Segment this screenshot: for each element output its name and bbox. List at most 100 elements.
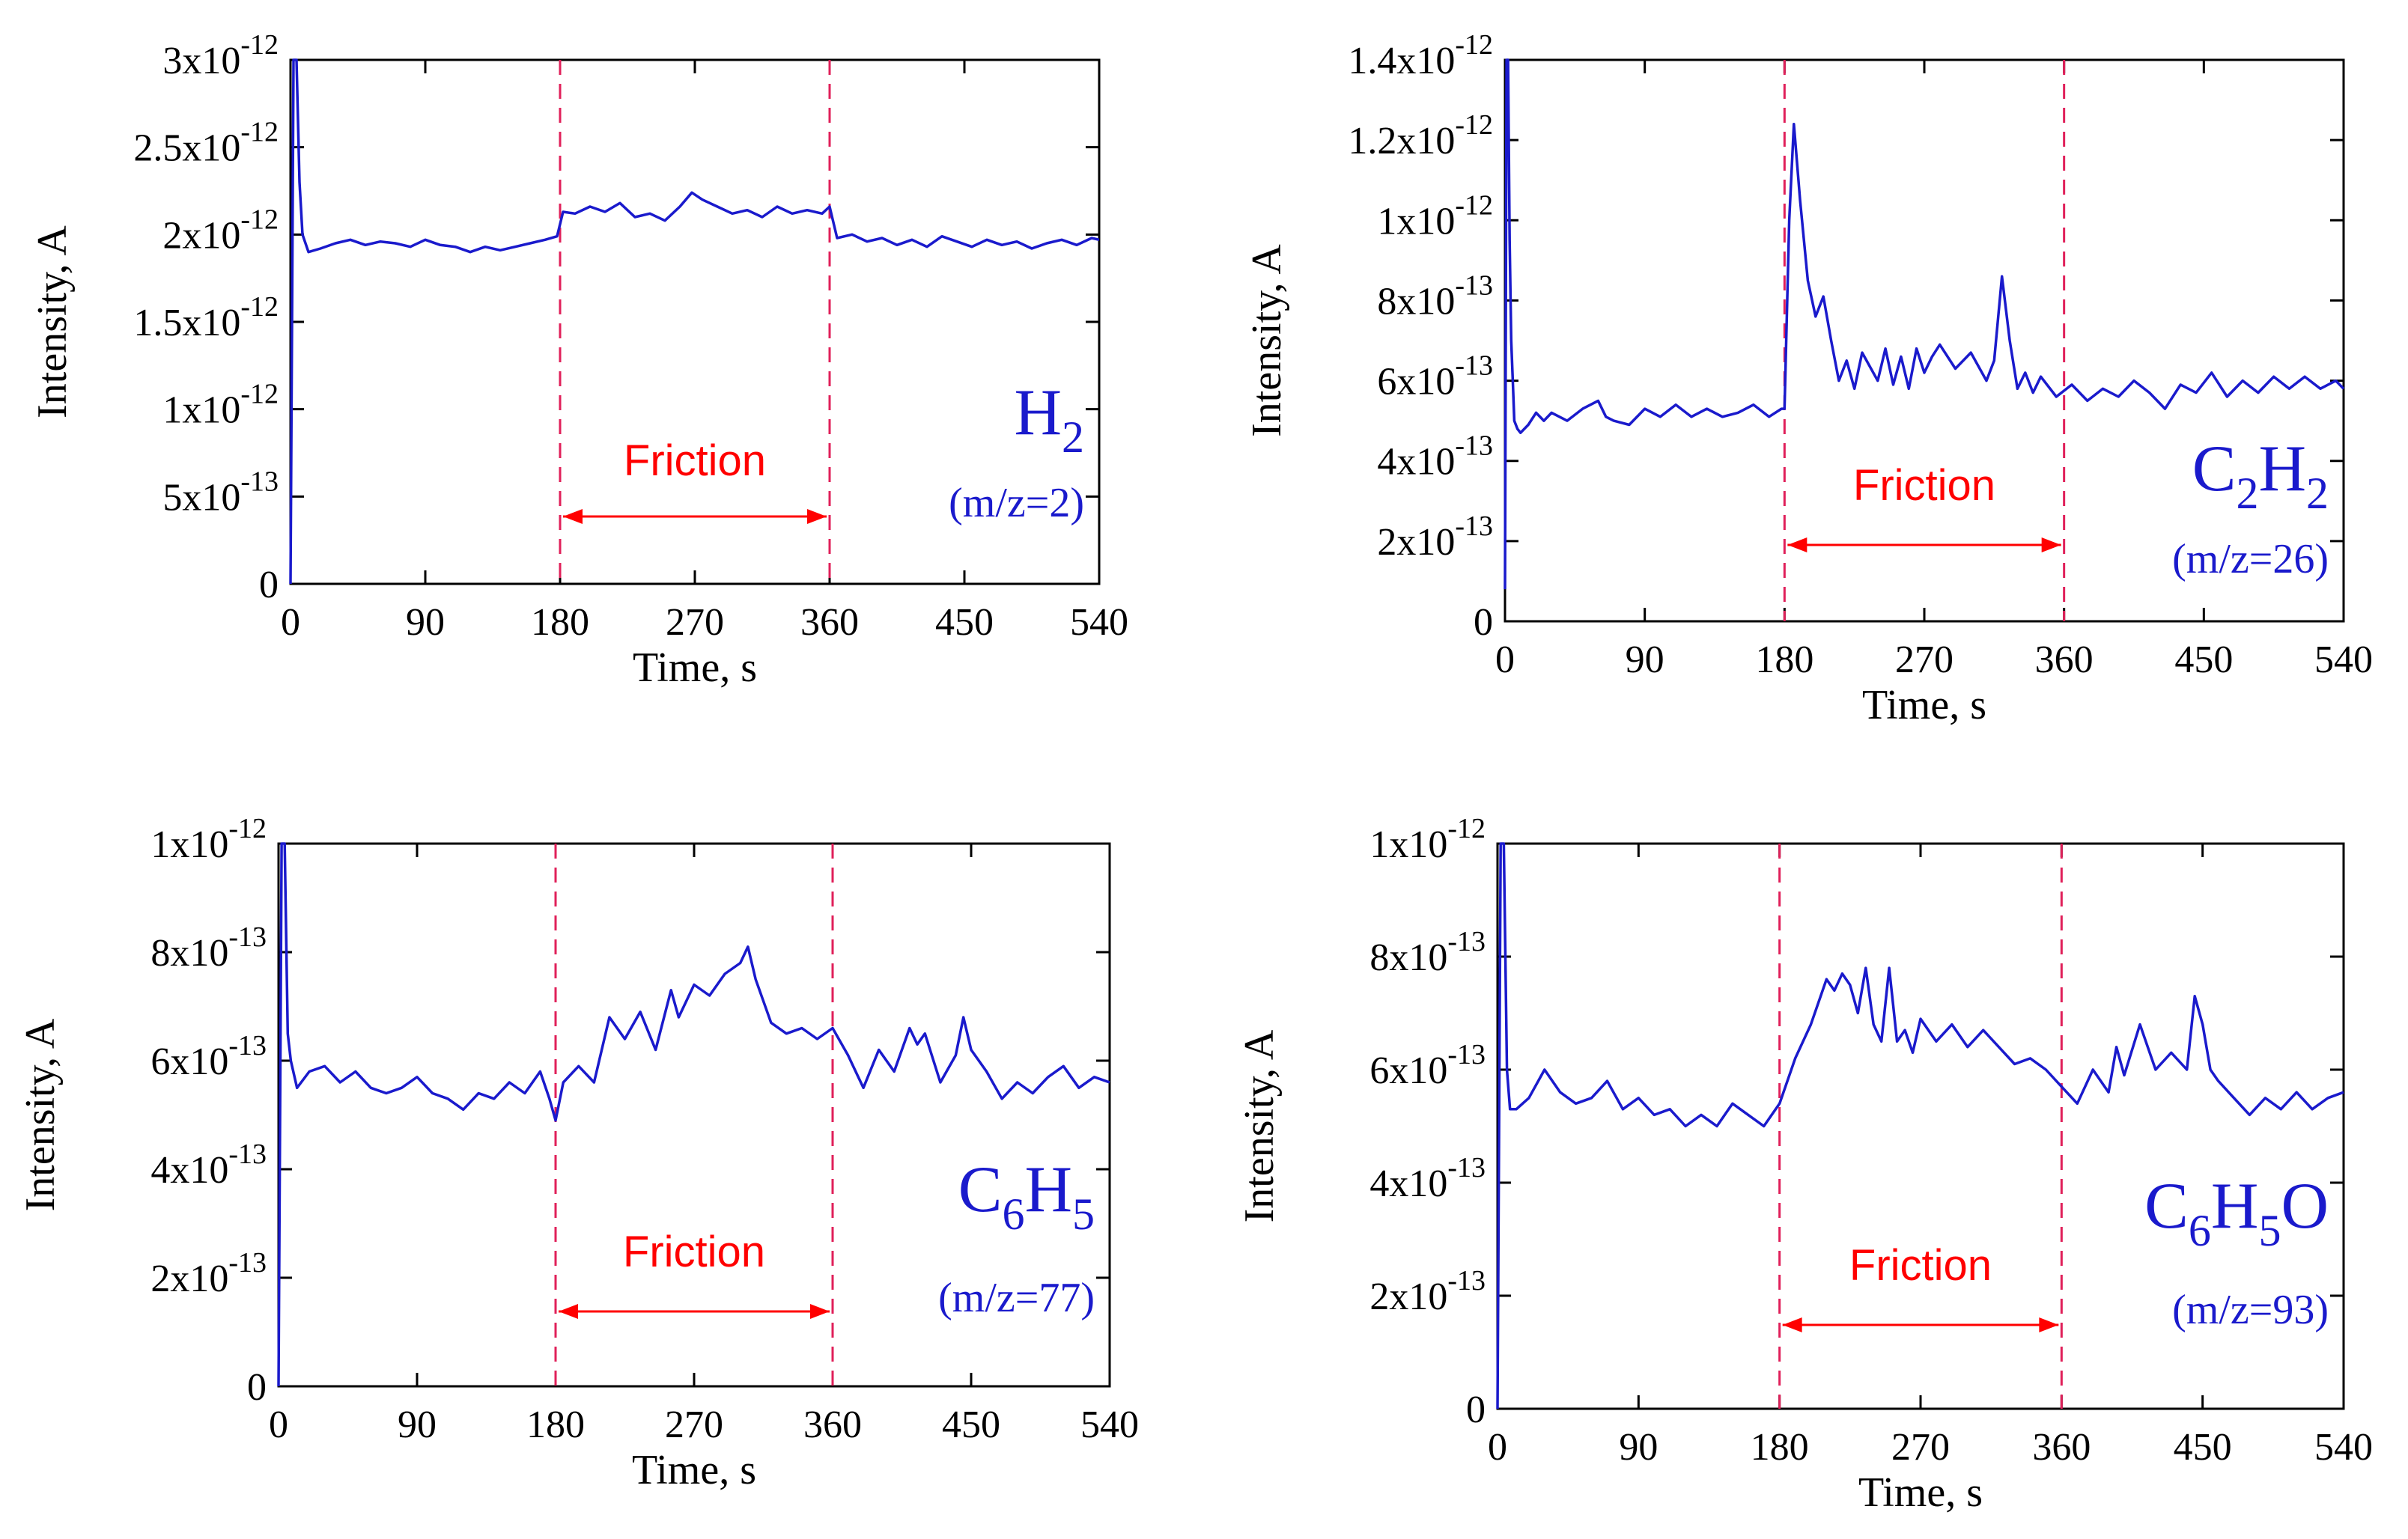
- x-tick-label: 360: [800, 601, 859, 644]
- y-tick-mantissa: 1.4x10: [1348, 40, 1455, 82]
- x-tick-label: 90: [1619, 1426, 1658, 1469]
- friction-arrow-left-head: [559, 1304, 578, 1319]
- y-tick-mantissa: 0: [259, 564, 279, 606]
- chart-panel-3: 0 90 180 270 360 450 54002x10-134x10-136x10-13…: [17, 813, 1139, 1493]
- y-tick-exponent: -12: [1455, 109, 1493, 141]
- y-tick-exponent: -13: [228, 921, 267, 953]
- y-tick-mantissa: 8x10: [150, 932, 228, 975]
- y-tick-label: 1x10-12: [1369, 813, 1486, 866]
- y-axis-title: Intensity, A: [17, 1018, 64, 1211]
- y-tick-exponent: -12: [240, 29, 279, 61]
- y-tick-label: 1.2x10-12: [1348, 109, 1493, 162]
- series-line-H2: [289, 58, 1100, 585]
- y-tick-exponent: -12: [1447, 813, 1486, 844]
- x-tick-label: 450: [942, 1404, 1000, 1446]
- y-tick-mantissa: 2x10: [1369, 1276, 1447, 1318]
- mz-label: (m/z=2): [949, 480, 1084, 526]
- species-end: O: [2281, 1170, 2329, 1243]
- x-tick-label: 540: [2314, 639, 2373, 681]
- y-tick-mantissa: 4x10: [1377, 441, 1455, 484]
- x-tick-label: 270: [665, 1404, 723, 1446]
- mz-label: (m/z=93): [2172, 1287, 2329, 1333]
- x-tick-label: 180: [531, 601, 589, 644]
- y-tick-mantissa: 2x10: [1377, 521, 1455, 564]
- y-tick-exponent: -13: [1447, 926, 1486, 957]
- y-tick-label: 1x10-12: [162, 379, 279, 432]
- y-tick-label: 8x10-13: [150, 921, 267, 975]
- species-tail: H: [2258, 433, 2306, 505]
- y-tick-exponent: -13: [228, 1139, 267, 1170]
- x-tick-label: 540: [1080, 1404, 1139, 1446]
- x-tick-label: 360: [2032, 1426, 2091, 1469]
- x-tick-label: 270: [1891, 1426, 1950, 1469]
- y-tick-label: 2x10-13: [1377, 511, 1493, 564]
- friction-arrow-left-head: [1787, 537, 1807, 552]
- y-tick-exponent: -13: [1455, 511, 1493, 542]
- y-tick-mantissa: 1x10: [162, 389, 240, 432]
- friction-label: Friction: [624, 436, 766, 485]
- x-tick-label: 0: [1495, 639, 1515, 681]
- x-tick-label: 0: [281, 601, 300, 644]
- x-tick-label: 450: [2174, 1426, 2232, 1469]
- y-tick-mantissa: 0: [1474, 601, 1493, 644]
- y-axis-title: Intensity, A: [29, 225, 76, 418]
- y-tick-label: 4x10-13: [1369, 1152, 1486, 1205]
- y-tick-exponent: -13: [1447, 1152, 1486, 1183]
- y-tick-mantissa: 1x10: [150, 823, 228, 866]
- y-tick-exponent: -13: [1447, 1265, 1486, 1296]
- x-tick-label: 90: [1626, 639, 1664, 681]
- species-main: H: [1014, 377, 1062, 449]
- mz-label: (m/z=77): [938, 1275, 1095, 1321]
- y-tick-mantissa: 2x10: [162, 214, 240, 257]
- y-tick-exponent: -12: [228, 813, 267, 844]
- y-tick-mantissa: 5x10: [162, 476, 240, 519]
- y-tick-mantissa: 4x10: [150, 1149, 228, 1192]
- y-tick-label: 2x10-12: [162, 204, 279, 257]
- y-tick-label: 0: [1466, 1389, 1486, 1431]
- y-tick-label: 0: [259, 564, 279, 606]
- chart-panel-2: 0 90 180 270 360 450 54002x10-134x10-136x10-13…: [1244, 29, 2373, 728]
- y-tick-label: 5x10-13: [162, 466, 279, 519]
- chart-panel-1: 0 90 180 270 360 450 54005x10-131x10-121.5x10-…: [29, 29, 1128, 691]
- y-tick-exponent: -13: [1447, 1039, 1486, 1070]
- y-tick-label: 8x10-13: [1369, 926, 1486, 979]
- x-tick-label: 450: [2174, 639, 2233, 681]
- species-tail: H: [1024, 1154, 1072, 1226]
- friction-label: Friction: [1853, 461, 1995, 510]
- x-tick-label: 0: [269, 1404, 288, 1446]
- y-tick-exponent: -12: [1455, 29, 1493, 61]
- y-tick-label: 6x10-13: [1369, 1039, 1486, 1092]
- mz-label: (m/z=26): [2172, 536, 2329, 582]
- y-tick-label: 4x10-13: [1377, 430, 1493, 484]
- y-tick-mantissa: 1.2x10: [1348, 120, 1455, 162]
- x-axis-title: Time, s: [633, 644, 757, 691]
- y-tick-mantissa: 1x10: [1377, 200, 1455, 243]
- species-label: H2: [1014, 377, 1084, 462]
- y-axis-title: Intensity, A: [1236, 1029, 1283, 1222]
- y-tick-mantissa: 4x10: [1369, 1162, 1447, 1205]
- y-tick-exponent: -13: [1455, 269, 1493, 301]
- y-tick-label: 0: [247, 1366, 267, 1409]
- x-tick-label: 180: [1755, 639, 1813, 681]
- y-tick-label: 6x10-13: [150, 1030, 267, 1083]
- x-tick-label: 270: [1895, 639, 1954, 681]
- y-tick-exponent: -13: [240, 466, 279, 497]
- x-tick-label: 540: [2314, 1426, 2373, 1469]
- y-tick-exponent: -12: [240, 117, 279, 148]
- friction-arrow-left-head: [1782, 1317, 1802, 1332]
- y-tick-label: 1.5x10-12: [133, 291, 279, 344]
- x-tick-label: 360: [2035, 639, 2094, 681]
- y-tick-label: 1x10-12: [150, 813, 267, 866]
- y-tick-exponent: -13: [1455, 350, 1493, 382]
- y-tick-exponent: -13: [228, 1247, 267, 1279]
- x-tick-label: 540: [1070, 601, 1128, 644]
- friction-arrow-right-head: [807, 509, 827, 524]
- friction-arrow-right-head: [2041, 537, 2061, 552]
- y-tick-label: 2x10-13: [1369, 1265, 1486, 1318]
- chart-panel-4: 0 90 180 270 360 450 54002x10-134x10-136x10-13…: [1236, 813, 2373, 1516]
- y-tick-mantissa: 6x10: [1369, 1049, 1447, 1092]
- y-tick-exponent: -12: [240, 379, 279, 410]
- friction-arrow-right-head: [2039, 1317, 2059, 1332]
- friction-label: Friction: [1849, 1241, 1992, 1290]
- y-tick-exponent: -12: [1455, 189, 1493, 221]
